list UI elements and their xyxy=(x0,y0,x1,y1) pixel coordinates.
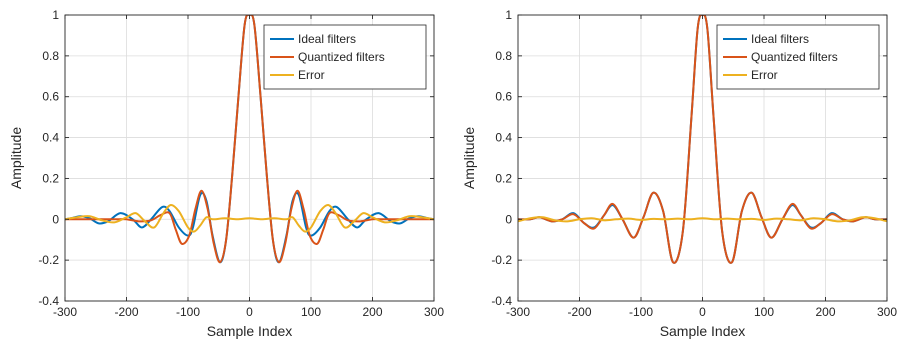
chart-2-legend-label-2: Quantized filters xyxy=(751,50,838,64)
chart-2-legend: Ideal filters Quantized filters Error xyxy=(716,24,880,90)
chart-2-y-tick-label: -0.4 xyxy=(491,294,512,308)
chart-1-x-tick-label: 300 xyxy=(424,305,444,319)
chart-2-y-tick-label: -0.2 xyxy=(491,253,512,267)
chart-2-x-tick-label: 0 xyxy=(699,305,706,319)
chart-2-x-axis-label: Sample Index xyxy=(660,323,746,339)
chart-2-x-tick-label: 100 xyxy=(754,305,774,319)
chart-1-y-tick-label: -0.4 xyxy=(38,294,59,308)
chart-1-y-tick-label: 0.6 xyxy=(42,90,59,104)
chart-1-y-tick-label: 0.4 xyxy=(42,131,59,145)
chart-2-y-tick-label: 0.6 xyxy=(495,90,512,104)
chart-1-legend-label-2: Quantized filters xyxy=(298,50,385,64)
chart-1-x-tick-label: -200 xyxy=(114,305,138,319)
chart-1-x-axis-label: Sample Index xyxy=(207,323,293,339)
chart-1-y-tick-label: 1 xyxy=(52,8,59,22)
chart-2-x-tick-label: 300 xyxy=(877,305,897,319)
chart-1-y-tick-label: 0 xyxy=(52,212,59,226)
chart-2-series-line-2 xyxy=(518,15,887,264)
chart-2-x-tick-label: -200 xyxy=(567,305,591,319)
chart-2-y-tick-label: 0.4 xyxy=(495,131,512,145)
chart-2-x-tick-label: -100 xyxy=(629,305,653,319)
chart-2-x-tick-label: -300 xyxy=(506,305,530,319)
chart-2-y-tick-label: 0.8 xyxy=(495,49,512,63)
chart-1-x-tick-label: -100 xyxy=(176,305,200,319)
chart-2-legend-label-1: Ideal filters xyxy=(751,32,809,46)
chart-1-legend-label-3: Error xyxy=(298,68,325,82)
chart-1-series-line-2 xyxy=(65,15,434,264)
chart-1-y-tick-label: 0.2 xyxy=(42,171,59,185)
chart-1-y-axis-label: Amplitude xyxy=(8,127,24,189)
chart-2-x-tick-label: 200 xyxy=(815,305,835,319)
chart-1-x-tick-label: -300 xyxy=(53,305,77,319)
chart-1-series-line-1 xyxy=(65,15,434,264)
chart-1-x-tick-label: 200 xyxy=(362,305,382,319)
chart-2-legend-label-3: Error xyxy=(751,68,778,82)
chart-1-y-tick-label: -0.2 xyxy=(38,253,59,267)
chart-2-y-tick-label: 1 xyxy=(505,8,512,22)
chart-2-y-axis-label: Amplitude xyxy=(461,127,477,189)
chart-1-series-line-3 xyxy=(65,203,434,233)
chart-2-y-tick-label: 0 xyxy=(505,212,512,226)
chart-1-y-tick-label: 0.8 xyxy=(42,49,59,63)
chart-2: -300 -200 -100 0 100 200 300 -0.4 -0.2 0 0.2 0.4 0.6… xyxy=(461,8,897,339)
chart-2-y-tick-label: 0.2 xyxy=(495,171,512,185)
chart-1: -300 -200 -100 0 100 200 300 -0.4 -0.2 0 0.2 0.4 0.6… xyxy=(8,8,444,339)
chart-1-x-tick-label: 100 xyxy=(301,305,321,319)
chart-2-series-line-3 xyxy=(518,216,887,223)
chart-1-x-tick-label: 0 xyxy=(246,305,253,319)
chart-1-legend: Ideal filters Quantized filters Error xyxy=(263,24,427,90)
chart-1-legend-label-1: Ideal filters xyxy=(298,32,356,46)
